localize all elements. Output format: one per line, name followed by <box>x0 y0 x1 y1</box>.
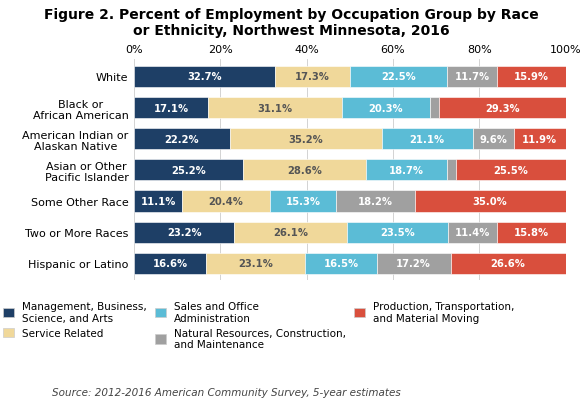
Text: 17.3%: 17.3% <box>295 72 330 82</box>
Text: 25.2%: 25.2% <box>171 166 206 175</box>
Bar <box>448 222 497 243</box>
Text: 20.4%: 20.4% <box>209 196 244 207</box>
Text: Source: 2012-2016 American Community Survey, 5-year estimates: Source: 2012-2016 American Community Sur… <box>52 387 401 397</box>
Text: 20.3%: 20.3% <box>368 103 403 113</box>
Text: 22.5%: 22.5% <box>381 72 416 82</box>
Legend: Management, Business,
Science, and Arts, Service Related, Sales and Office
Admin: Management, Business, Science, and Arts,… <box>3 301 514 350</box>
Text: 16.5%: 16.5% <box>324 259 359 269</box>
Text: 15.8%: 15.8% <box>514 227 549 237</box>
Text: 16.6%: 16.6% <box>152 259 188 269</box>
Bar <box>134 67 275 88</box>
Text: 9.6%: 9.6% <box>480 134 507 144</box>
Bar <box>447 160 456 181</box>
Bar <box>230 129 382 150</box>
Bar <box>206 253 305 274</box>
Bar <box>134 160 243 181</box>
Bar <box>497 67 566 88</box>
Bar <box>275 67 350 88</box>
Text: 11.7%: 11.7% <box>455 72 490 82</box>
Text: 23.5%: 23.5% <box>380 227 415 237</box>
Text: 15.9%: 15.9% <box>514 72 549 82</box>
Bar <box>182 191 270 212</box>
Text: 18.2%: 18.2% <box>358 196 393 207</box>
Bar <box>439 98 566 119</box>
Bar <box>134 129 230 150</box>
Text: 31.1%: 31.1% <box>257 103 293 113</box>
Bar <box>134 253 206 274</box>
Text: 26.1%: 26.1% <box>273 227 308 237</box>
Text: Figure 2. Percent of Employment by Occupation Group by Race
or Ethnicity, Northw: Figure 2. Percent of Employment by Occup… <box>44 8 539 38</box>
Bar <box>473 129 514 150</box>
Text: 25.5%: 25.5% <box>493 166 528 175</box>
Bar <box>134 222 234 243</box>
Bar <box>305 253 377 274</box>
Text: 17.2%: 17.2% <box>396 259 431 269</box>
Text: 29.3%: 29.3% <box>485 103 519 113</box>
Bar <box>234 222 347 243</box>
Bar <box>243 160 366 181</box>
Text: 22.2%: 22.2% <box>164 134 199 144</box>
Bar <box>336 191 415 212</box>
Text: 23.1%: 23.1% <box>238 259 273 269</box>
Bar <box>451 253 566 274</box>
Text: 11.9%: 11.9% <box>522 134 557 144</box>
Text: 17.1%: 17.1% <box>153 103 188 113</box>
Bar <box>514 129 566 150</box>
Bar <box>134 98 208 119</box>
Text: 11.1%: 11.1% <box>141 196 175 207</box>
Bar <box>342 98 430 119</box>
Text: 28.6%: 28.6% <box>287 166 322 175</box>
Bar <box>350 67 447 88</box>
Text: 35.0%: 35.0% <box>473 196 507 207</box>
Bar <box>456 160 566 181</box>
Text: 15.3%: 15.3% <box>286 196 321 207</box>
Bar <box>347 222 448 243</box>
Text: 35.2%: 35.2% <box>289 134 323 144</box>
Bar <box>208 98 342 119</box>
Text: 32.7%: 32.7% <box>187 72 222 82</box>
Bar <box>134 191 182 212</box>
Bar <box>377 253 451 274</box>
Text: 11.4%: 11.4% <box>455 227 490 237</box>
Text: 21.1%: 21.1% <box>410 134 445 144</box>
Bar <box>415 191 566 212</box>
Bar <box>497 222 566 243</box>
Bar <box>447 67 497 88</box>
Text: 23.2%: 23.2% <box>167 227 202 237</box>
Bar <box>366 160 447 181</box>
Bar <box>430 98 439 119</box>
Text: 26.6%: 26.6% <box>491 259 525 269</box>
Bar <box>382 129 473 150</box>
Text: 18.7%: 18.7% <box>389 166 424 175</box>
Bar <box>270 191 336 212</box>
